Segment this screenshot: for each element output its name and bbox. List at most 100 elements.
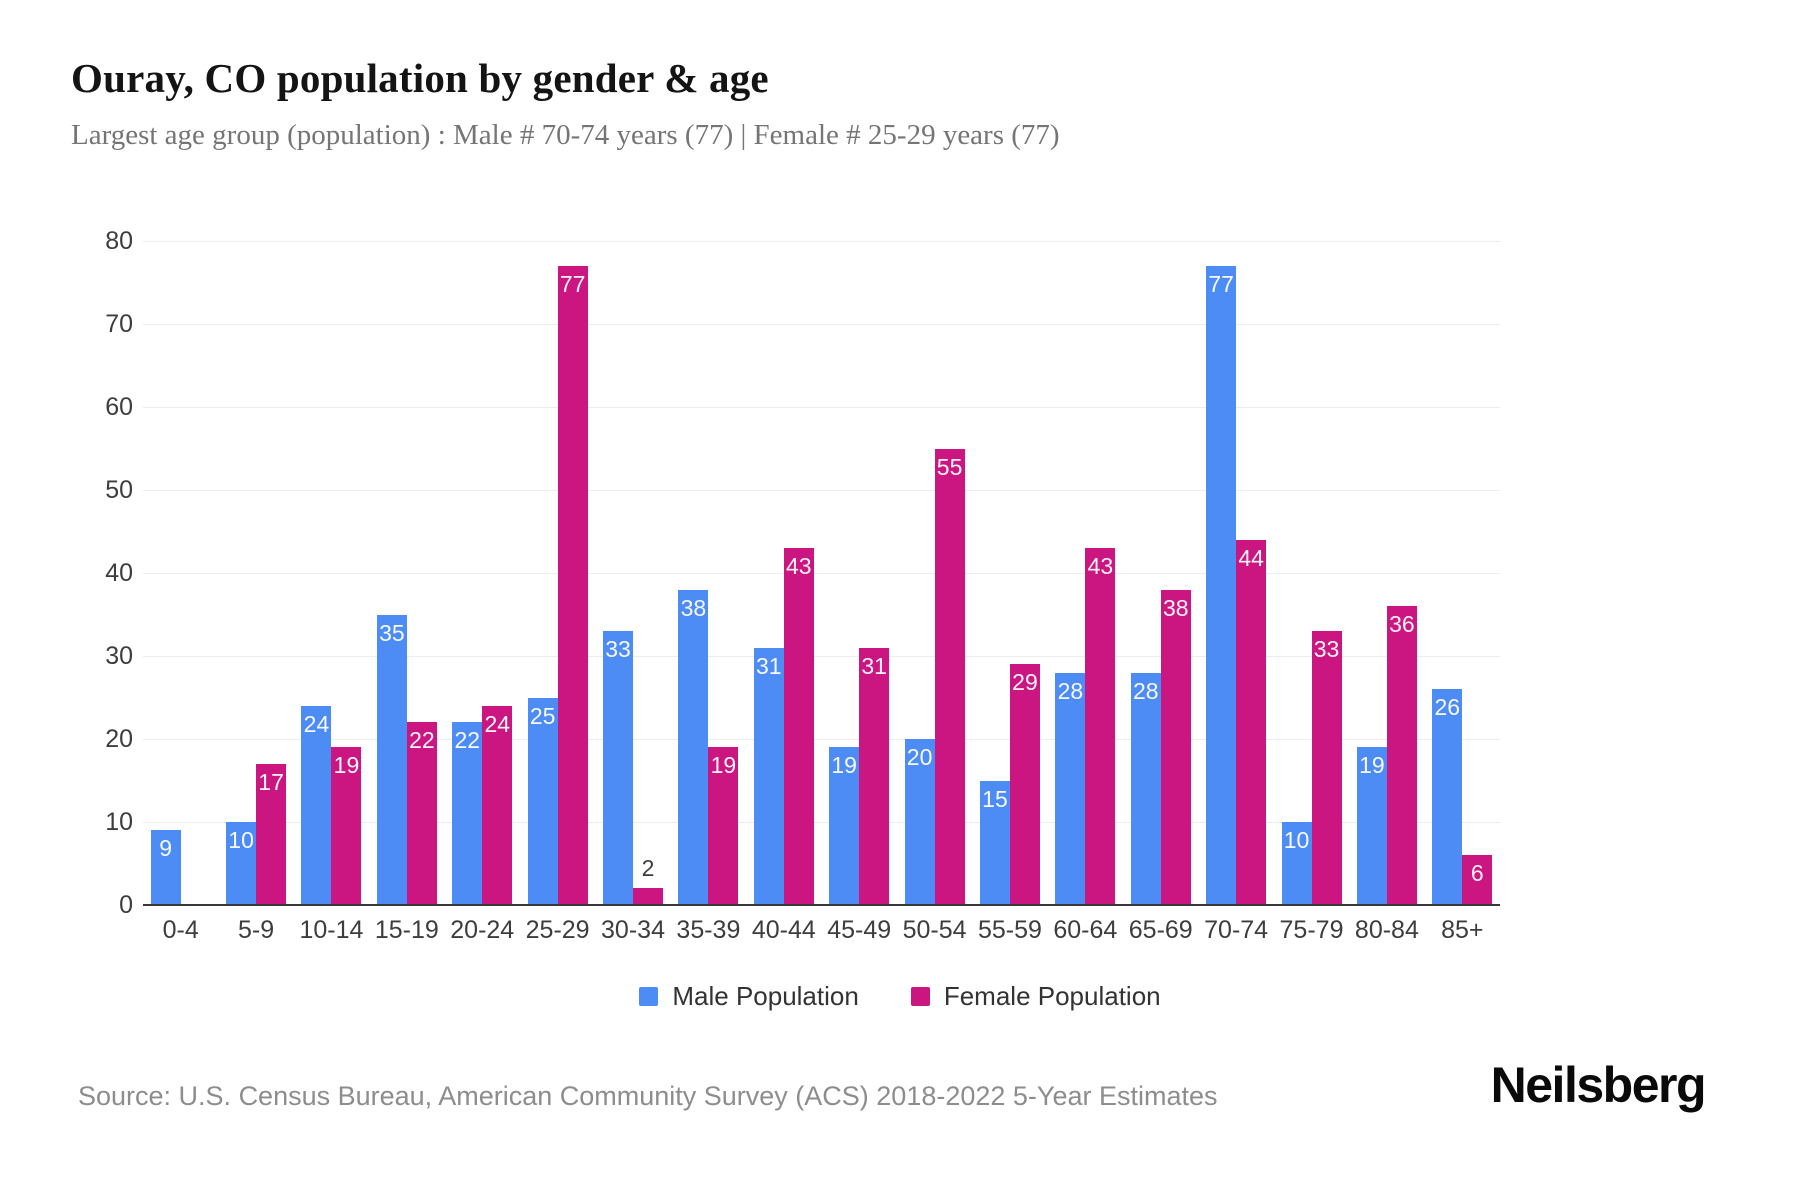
x-tick-label-45-49: 45-49: [827, 916, 892, 944]
bar-female-45-49[interactable]: 31: [859, 647, 890, 905]
bar-value-label: 31: [861, 652, 887, 679]
bar-value-label: 44: [1238, 544, 1264, 571]
bar-female-40-44[interactable]: 43: [783, 548, 814, 905]
bar-male-65-69[interactable]: 28: [1130, 672, 1161, 905]
x-axis-line: [143, 904, 1500, 906]
bar-value-label: 19: [831, 752, 857, 779]
gridline-30: [143, 656, 1500, 657]
bar-female-65-69[interactable]: 38: [1160, 589, 1191, 905]
bar-male-5-9[interactable]: 10: [226, 822, 257, 905]
bar-male-75-79[interactable]: 10: [1281, 822, 1312, 905]
bar-male-45-49[interactable]: 19: [829, 747, 860, 905]
x-tick-label-5-9: 5-9: [238, 916, 275, 944]
gridline-80: [143, 241, 1500, 242]
bar-female-35-39[interactable]: 19: [708, 747, 739, 905]
bar-male-25-29[interactable]: 25: [527, 697, 558, 905]
x-tick-label-75-79: 75-79: [1279, 916, 1344, 944]
bar-value-label: 24: [303, 710, 330, 737]
bar-female-60-64[interactable]: 43: [1085, 548, 1116, 905]
bar-male-50-54[interactable]: 20: [904, 739, 935, 905]
bar-female-75-79[interactable]: 33: [1311, 631, 1342, 905]
bar-value-label: 36: [1389, 611, 1415, 638]
legend: Male Population Female Population: [0, 981, 1800, 1012]
y-tick-label-40: 40: [105, 559, 133, 587]
y-tick-label-50: 50: [105, 476, 133, 504]
chart-title: Ouray, CO population by gender & age: [71, 55, 769, 101]
y-tick-label-30: 30: [105, 642, 133, 670]
bar-value-label: 31: [756, 652, 782, 679]
bar-female-55-59[interactable]: 29: [1009, 664, 1040, 905]
bar-female-10-14[interactable]: 19: [331, 747, 362, 905]
brand-logo: Neilsberg: [1490, 1057, 1707, 1113]
bar-female-30-34[interactable]: [633, 888, 664, 905]
bar-value-label: 33: [605, 636, 631, 663]
legend-item-female-population[interactable]: Female Population: [910, 981, 1161, 1012]
x-tick-label-60-64: 60-64: [1053, 916, 1118, 944]
gridline-70: [143, 324, 1500, 325]
chart-subtitle: Largest age group (population) : Male # …: [71, 119, 1060, 151]
bar-value-label: 24: [484, 710, 511, 737]
y-tick-label-10: 10: [105, 808, 133, 836]
bar-male-0-4[interactable]: 9: [150, 830, 181, 905]
bar-value-label: 29: [1012, 669, 1038, 696]
legend-label: Male Population: [672, 981, 859, 1011]
gridline-40: [143, 573, 1500, 574]
x-tick-label-10-14: 10-14: [299, 916, 364, 944]
bar-female-50-54[interactable]: 55: [934, 448, 965, 905]
x-axis: 0-4 5-9 10-14 15-19 20-24 25-29 30-34 35-39 40-4…: [143, 916, 1500, 952]
bar-value-label: 38: [680, 594, 707, 621]
bar-value-label: 6: [1470, 860, 1484, 887]
source-note: Source: U.S. Census Bureau, American Com…: [78, 1081, 1218, 1111]
bar-female-15-19[interactable]: 22: [406, 722, 437, 905]
bar-value-label: 10: [228, 827, 254, 853]
bar-value-label: 43: [1087, 553, 1114, 580]
bar-value-label: 77: [1208, 270, 1234, 297]
gridline-20: [143, 739, 1500, 740]
bar-value-label: 19: [1359, 752, 1385, 779]
x-tick-label-20-24: 20-24: [450, 916, 515, 944]
bar-value-label: 77: [559, 270, 586, 297]
legend-swatch-icon: [910, 987, 930, 1006]
bar-male-55-59[interactable]: 15: [979, 780, 1010, 905]
bar-value-label: 38: [1162, 594, 1189, 621]
y-axis: 0 10 20 30 40 50 60 70 80: [0, 227, 133, 919]
bar-male-40-44[interactable]: 31: [753, 647, 784, 905]
bar-female-70-74[interactable]: 44: [1236, 539, 1267, 905]
bar-female-80-84[interactable]: 36: [1386, 606, 1417, 905]
x-tick-label-35-39: 35-39: [676, 916, 741, 944]
x-tick-label-15-19: 15-19: [374, 916, 439, 944]
bar-female-85+[interactable]: 6: [1462, 855, 1493, 905]
x-tick-label-0-4: 0-4: [162, 916, 199, 944]
y-tick-label-20: 20: [105, 725, 133, 753]
bar-male-60-64[interactable]: 28: [1055, 672, 1086, 905]
x-tick-label-55-59: 55-59: [977, 916, 1042, 944]
x-tick-label-25-29: 25-29: [525, 916, 590, 944]
bar-female-20-24[interactable]: 24: [482, 705, 513, 905]
x-tick-label-65-69: 65-69: [1128, 916, 1193, 944]
bar-male-10-14[interactable]: 24: [301, 705, 332, 905]
bar-male-15-19[interactable]: 35: [376, 614, 407, 905]
y-tick-label-0: 0: [119, 891, 133, 919]
y-tick-label-80: 80: [105, 227, 133, 255]
legend-swatch-icon: [639, 987, 659, 1006]
plot-area: 9 10 17 24 19 35 22 22 24 25 77 33 2 38 19 31 43 19 31 20 55…: [143, 241, 1500, 906]
legend-item-male-population[interactable]: Male Population: [639, 981, 859, 1012]
y-tick-label-60: 60: [105, 393, 133, 421]
bar-male-35-39[interactable]: 38: [678, 589, 709, 905]
bar-value-label: 28: [1132, 677, 1159, 704]
x-tick-label-70-74: 70-74: [1204, 916, 1269, 944]
bar-male-30-34[interactable]: 33: [603, 631, 634, 905]
bar-value-label: 10: [1283, 827, 1310, 853]
bar-male-70-74[interactable]: 77: [1206, 265, 1237, 905]
gridline-10: [143, 822, 1500, 823]
bar-value-label: 19: [710, 752, 737, 779]
bar-value-label: 19: [333, 752, 360, 779]
bar-female-5-9[interactable]: 17: [256, 763, 287, 905]
bar-male-80-84[interactable]: 19: [1356, 747, 1387, 905]
bar-male-85+[interactable]: 26: [1432, 689, 1463, 905]
bar-value-label: 25: [529, 702, 556, 729]
bar-value-label: 28: [1057, 677, 1084, 704]
bar-female-25-29[interactable]: 77: [557, 265, 588, 905]
bar-male-20-24[interactable]: 22: [452, 722, 483, 905]
